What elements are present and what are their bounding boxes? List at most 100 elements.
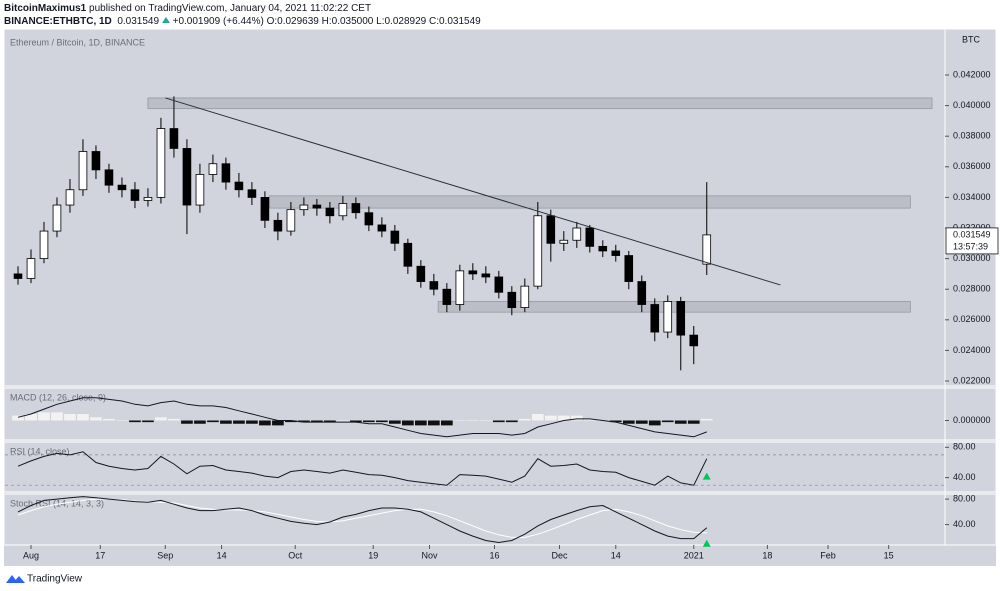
macd-histogram-bar: [570, 415, 583, 421]
macd-histogram-bar: [531, 414, 544, 421]
macd-histogram-bar: [116, 420, 128, 421]
y-tick-label: 0.034000: [953, 192, 991, 202]
candle-body: [91, 151, 101, 171]
macd-histogram-bar: [402, 420, 414, 426]
candle-body: [299, 204, 309, 211]
x-tick-label: 14: [611, 550, 621, 560]
candle-body: [598, 245, 608, 252]
author: BitcoinMaximus1: [4, 3, 87, 14]
macd-histogram-bar: [272, 420, 284, 426]
candle-body: [351, 203, 361, 214]
chart-title: Ethereum / Bitcoin, 1D, BINANCE: [10, 37, 145, 47]
macd-histogram-bar: [648, 420, 661, 426]
macd-histogram-bar: [311, 420, 323, 423]
stoch-k-line: [17, 496, 708, 544]
candle-body: [169, 128, 179, 149]
candle-body: [559, 239, 569, 244]
y-tick-label: 0.032000: [953, 222, 991, 232]
candle-body: [312, 204, 322, 209]
macd-histogram-bar: [492, 420, 505, 423]
macd-histogram-bar: [479, 420, 492, 421]
candle-body: [663, 301, 673, 333]
candle-body: [650, 304, 660, 333]
candle-body: [455, 270, 465, 305]
candle-body: [104, 169, 114, 186]
candle-body: [585, 227, 595, 247]
pane-title: RSI (14, close): [10, 446, 70, 456]
x-tick-label: Sep: [157, 550, 173, 560]
candle-body: [208, 163, 218, 175]
candle-body: [247, 189, 257, 198]
pane-title: Stoch RSI (14, 14, 3, 3): [10, 498, 104, 508]
zone: [268, 195, 911, 209]
x-tick-label: 2021: [684, 550, 704, 560]
pane-title: MACD (12, 26, close, 9): [10, 392, 106, 402]
macd-histogram-bar: [661, 420, 674, 423]
macd-histogram-bar: [389, 420, 401, 424]
macd-histogram-bar: [622, 420, 635, 424]
candle-body: [338, 203, 348, 217]
last-price-label: 0.031549: [953, 229, 991, 239]
footer-brand: TradingView: [27, 574, 83, 585]
candle-body: [377, 224, 387, 232]
candle-body: [130, 189, 140, 201]
macd-histogram-bar: [155, 417, 167, 421]
macd-histogram-bar: [518, 418, 531, 421]
macd-histogram-bar: [324, 420, 336, 423]
candle-body: [702, 234, 712, 265]
candle-body: [260, 197, 270, 221]
candle-body: [468, 270, 478, 275]
x-tick-label: Aug: [23, 550, 39, 560]
candle-body: [611, 250, 621, 256]
macd-histogram-bar: [337, 420, 349, 421]
x-tick-label: 17: [95, 550, 105, 560]
y-tick-label: 40.00: [953, 472, 976, 482]
macd-histogram-bar: [428, 420, 440, 426]
x-tick-label: 14: [217, 550, 227, 560]
chart-background: [4, 29, 996, 566]
macd-histogram-bar: [285, 420, 297, 423]
x-tick-label: 19: [368, 550, 378, 560]
up-arrow: [161, 17, 170, 23]
candle-body: [234, 181, 244, 191]
macd-histogram-bar: [12, 415, 24, 421]
y-tick-label: 0.030000: [953, 253, 991, 263]
y-tick-label: 0.038000: [953, 131, 991, 141]
candle-body: [507, 291, 517, 308]
candle-body: [117, 184, 127, 191]
change: +0.001909 (+6.44%): [172, 16, 264, 27]
stoch-d-line: [17, 498, 707, 538]
candle-body: [13, 273, 23, 279]
high: H:0.035000: [321, 16, 374, 27]
macd-histogram-bar: [415, 420, 427, 426]
candle-body: [390, 230, 400, 244]
y-tick-label: 0.022000: [953, 375, 991, 385]
macd-histogram-bar: [25, 414, 37, 421]
candle-body: [429, 281, 439, 290]
macd-histogram-bar: [90, 417, 102, 421]
candle-body: [520, 285, 530, 308]
candle-body: [26, 258, 36, 279]
macd-histogram-bar: [453, 420, 466, 421]
pane-border: [3, 493, 997, 546]
macd-histogram-bar: [142, 420, 154, 423]
candle-body: [195, 174, 205, 206]
macd-histogram-bar: [233, 420, 245, 424]
candle-body: [533, 215, 543, 287]
signal-arrow: [702, 539, 711, 547]
x-tick-label: 15: [884, 550, 894, 560]
open: O:0.029639: [266, 16, 319, 27]
candle-body: [273, 219, 283, 232]
candle-body: [286, 209, 296, 232]
macd-histogram-bar: [220, 420, 232, 424]
macd-histogram-bar: [440, 420, 453, 426]
macd-histogram-bar: [103, 418, 115, 421]
publish-line: BitcoinMaximus1 published on TradingView…: [4, 2, 481, 15]
candle-body: [403, 242, 413, 267]
countdown: 13:57:39: [953, 241, 988, 251]
macd-histogram-bar: [259, 420, 271, 426]
candle-body: [325, 207, 335, 217]
candle-body: [442, 288, 452, 305]
y-tick-label: 0.028000: [953, 284, 991, 294]
